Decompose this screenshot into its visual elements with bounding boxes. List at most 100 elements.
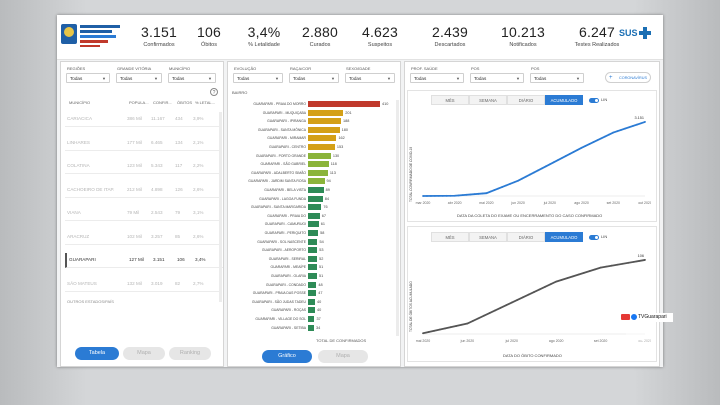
mapa-button[interactable]: Mapa — [318, 350, 368, 363]
data-point[interactable] — [493, 189, 496, 191]
data-point[interactable] — [638, 259, 641, 262]
data-point[interactable] — [533, 171, 535, 174]
data-point[interactable] — [549, 283, 552, 286]
bar[interactable] — [308, 109, 344, 116]
data-point[interactable] — [564, 155, 567, 157]
bar[interactable] — [308, 178, 325, 185]
data-point[interactable] — [527, 293, 530, 296]
bar[interactable] — [308, 135, 337, 142]
data-point[interactable] — [477, 192, 480, 195]
data-point[interactable] — [465, 193, 468, 196]
data-point[interactable] — [433, 329, 435, 332]
data-point[interactable] — [640, 122, 642, 125]
data-point[interactable] — [576, 148, 579, 151]
table-row[interactable]: CACHOEIRO DE ITAP. 212 Mil 4.898 126 2,6% — [65, 183, 221, 198]
data-point[interactable] — [488, 312, 491, 314]
data-point[interactable] — [604, 135, 607, 138]
data-point[interactable] — [537, 169, 539, 172]
data-point[interactable] — [483, 314, 485, 317]
data-point[interactable] — [594, 268, 596, 271]
lin-toggle[interactable] — [589, 97, 599, 103]
data-point[interactable] — [605, 265, 608, 268]
data-point[interactable] — [449, 194, 452, 197]
data-point[interactable] — [460, 323, 463, 326]
table-row[interactable]: LINHARES 177 Mil 6.465 134 2,1% — [65, 136, 221, 151]
tab-diario[interactable]: DIÁRIO — [507, 232, 545, 242]
data-point[interactable] — [433, 195, 436, 197]
data-point[interactable] — [572, 151, 575, 153]
data-point[interactable] — [461, 194, 464, 197]
tab-diario[interactable]: DIÁRIO — [507, 95, 545, 105]
tab-mes[interactable]: MÊS — [431, 232, 469, 242]
data-point[interactable] — [477, 317, 480, 320]
data-point[interactable] — [445, 194, 448, 197]
data-point[interactable] — [494, 309, 497, 312]
bar[interactable] — [308, 204, 322, 211]
bar[interactable] — [308, 187, 324, 193]
data-point[interactable] — [529, 173, 531, 176]
data-point[interactable] — [469, 193, 472, 196]
data-point[interactable] — [541, 167, 543, 170]
table-row[interactable]: CARIACICA 386 Mil 11.167 434 3,9% — [65, 112, 221, 127]
evolucao-select[interactable]: Todas ▼ — [233, 73, 283, 83]
indicator-button[interactable]: + CORONAVÍRUS — [605, 72, 651, 83]
data-point[interactable] — [620, 128, 623, 131]
data-point[interactable] — [466, 322, 469, 325]
data-point[interactable] — [633, 260, 635, 263]
data-point[interactable] — [444, 327, 447, 330]
data-point[interactable] — [510, 301, 513, 304]
help-icon[interactable]: ? — [210, 88, 218, 96]
data-point[interactable] — [621, 262, 624, 265]
mapa-button[interactable]: Mapa — [123, 347, 165, 360]
data-point[interactable] — [516, 299, 519, 301]
bar[interactable] — [308, 221, 319, 228]
data-point[interactable] — [588, 143, 591, 145]
data-point[interactable] — [517, 179, 520, 182]
data-point[interactable] — [472, 319, 474, 322]
data-point[interactable] — [437, 194, 440, 197]
pos-select-2[interactable]: Todas ▼ — [530, 73, 584, 83]
bar[interactable] — [308, 316, 315, 322]
data-point[interactable] — [441, 194, 444, 197]
column-header[interactable]: CONFIR... — [153, 100, 172, 105]
data-point[interactable] — [489, 190, 492, 193]
data-point[interactable] — [481, 192, 484, 195]
data-point[interactable] — [501, 186, 504, 188]
lin-toggle[interactable] — [589, 234, 599, 240]
bar[interactable] — [308, 195, 323, 202]
bar[interactable] — [308, 264, 317, 271]
data-point[interactable] — [453, 194, 456, 197]
data-point[interactable] — [427, 331, 430, 333]
column-header[interactable]: ÓBITOS — [177, 100, 193, 105]
bar[interactable] — [308, 324, 314, 331]
data-point[interactable] — [505, 304, 508, 307]
column-header[interactable]: MUNICÍPIO — [69, 100, 91, 105]
table-row[interactable]: SÃO MATEUS 132 Mil 3.019 82 2,7% — [65, 277, 221, 292]
data-point[interactable] — [544, 285, 546, 288]
data-point[interactable] — [577, 273, 580, 276]
data-point[interactable] — [555, 280, 558, 283]
table-row[interactable]: ARACRUZ 102 Mil 3.257 85 2,6% — [65, 230, 221, 245]
data-point[interactable] — [552, 161, 555, 164]
data-point[interactable] — [560, 157, 563, 159]
bar[interactable] — [308, 161, 329, 168]
data-point[interactable] — [422, 332, 424, 335]
data-point[interactable] — [632, 125, 635, 127]
data-point[interactable] — [525, 175, 527, 178]
data-point[interactable] — [449, 326, 452, 329]
data-point[interactable] — [473, 193, 476, 196]
data-point[interactable] — [544, 165, 547, 168]
data-point[interactable] — [457, 194, 460, 197]
bar[interactable] — [308, 247, 318, 254]
bar[interactable] — [308, 230, 319, 236]
scroll-top-button[interactable] — [626, 326, 652, 352]
data-point[interactable] — [505, 184, 508, 187]
data-point[interactable] — [584, 144, 587, 147]
bar[interactable] — [308, 255, 318, 262]
data-point[interactable] — [548, 163, 551, 166]
data-point[interactable] — [596, 139, 599, 142]
data-point[interactable] — [568, 153, 571, 155]
municipio-select[interactable]: Todas ▼ — [168, 73, 216, 83]
data-point[interactable] — [588, 270, 591, 273]
table-row[interactable]: VIANA 79 Mil 2.543 79 3,1% — [65, 206, 221, 221]
